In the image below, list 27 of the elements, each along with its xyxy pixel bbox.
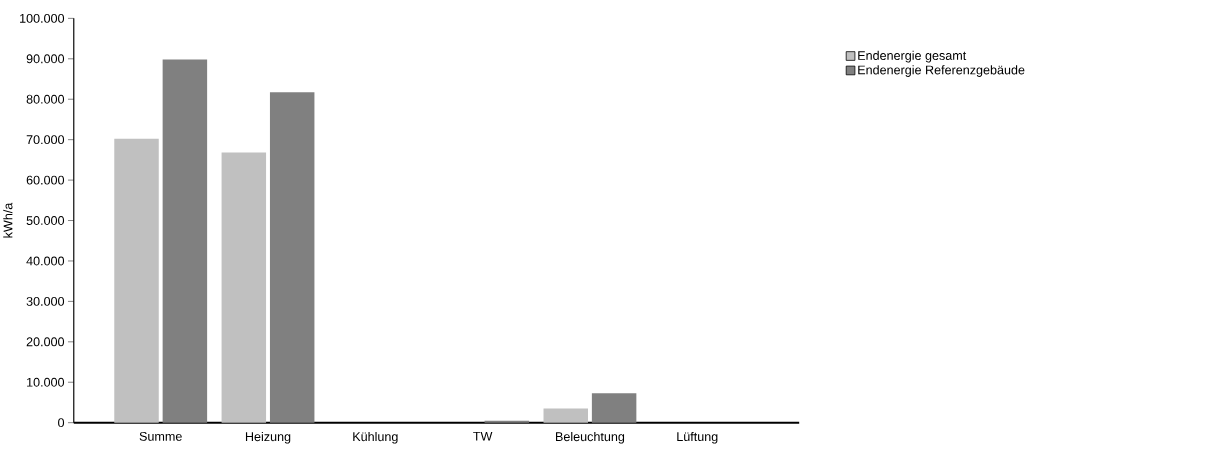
bar xyxy=(543,408,589,423)
x-tick-label: Lüftung xyxy=(677,432,718,444)
bar xyxy=(114,139,159,423)
y-axis-title: kWh/a xyxy=(3,202,13,238)
bar xyxy=(221,152,267,423)
y-tick-label: 50.000 xyxy=(26,216,65,226)
y-tick-label: 100.000 xyxy=(20,14,65,24)
x-tick-label: Summe xyxy=(139,432,182,441)
y-tick-label: 90.000 xyxy=(26,54,65,64)
bar xyxy=(269,92,315,423)
y-tick-label: 80.000 xyxy=(26,94,65,104)
legend-label: Endenergie Referenzgebäude xyxy=(858,65,1025,78)
bar xyxy=(591,393,637,423)
bar xyxy=(162,59,208,423)
legend-label: Endenergie gesamt xyxy=(858,50,967,63)
x-tick-label: Beleuchtung xyxy=(556,432,625,444)
y-tick-label: 20.000 xyxy=(26,337,65,347)
y-tick-label: 40.000 xyxy=(26,256,65,266)
x-tick-label: Heizung xyxy=(245,432,291,444)
bar xyxy=(484,420,530,423)
x-tick-label: Kühlung xyxy=(353,432,398,444)
y-tick-label: 60.000 xyxy=(26,175,65,185)
y-tick-label: 30.000 xyxy=(26,297,65,307)
y-tick-label: 10.000 xyxy=(27,377,65,387)
x-tick-label: TW xyxy=(473,432,493,441)
y-tick-label: 70.000 xyxy=(26,135,65,145)
y-tick-label: 0 xyxy=(58,418,65,428)
